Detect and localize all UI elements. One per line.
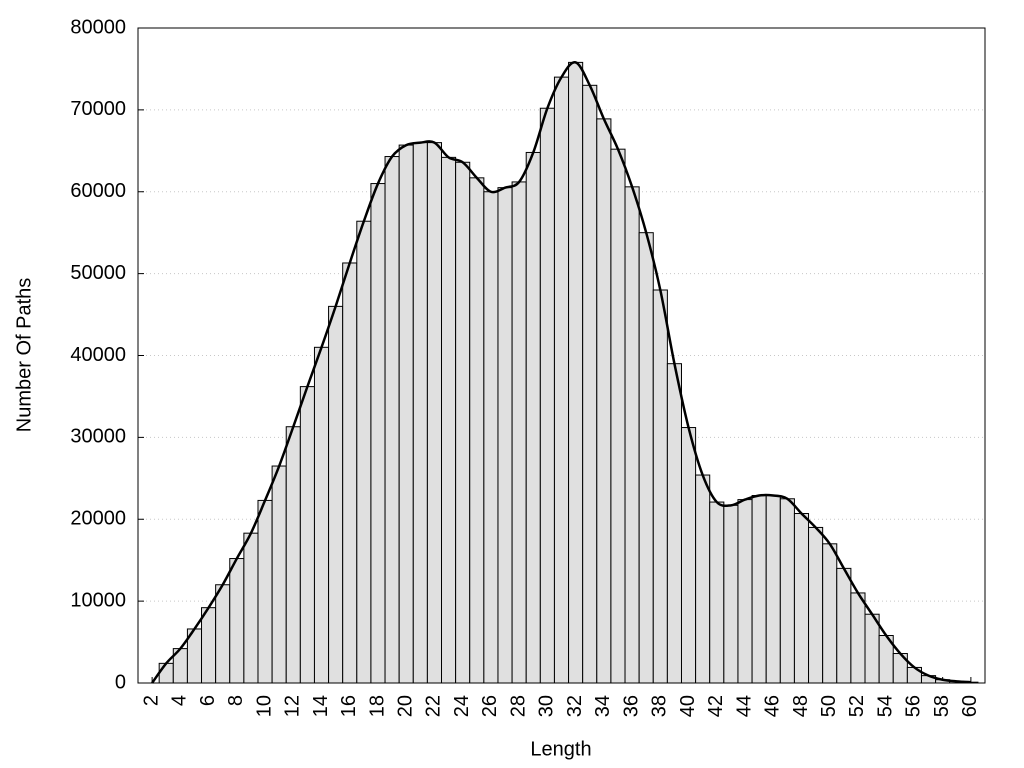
bar: [313, 346, 330, 684]
y-axis-title: Number Of Paths: [13, 278, 35, 433]
bar: [243, 532, 259, 684]
bar: [469, 177, 485, 684]
y-tick-label: 20000: [70, 508, 126, 530]
x-tick-label: 34: [592, 695, 614, 717]
x-tick-label: 28: [507, 695, 529, 717]
bar: [257, 499, 273, 684]
bar: [680, 427, 697, 684]
bar: [271, 465, 287, 684]
bar: [398, 144, 414, 684]
x-tick-label: 40: [677, 695, 699, 717]
x-tick-label: 12: [282, 695, 304, 717]
bar: [229, 558, 245, 684]
bar: [342, 262, 358, 684]
y-tick-label: 50000: [70, 262, 126, 284]
x-tick-label: 20: [394, 695, 416, 717]
x-tick-label: 56: [903, 695, 925, 717]
bar: [723, 504, 739, 684]
bar: [864, 613, 880, 684]
bar: [370, 183, 386, 684]
y-tick-label: 80000: [70, 16, 126, 38]
bar: [483, 191, 499, 684]
bar: [285, 426, 301, 684]
bar: [158, 662, 174, 684]
x-tick-label: 58: [931, 695, 953, 717]
bar: [765, 495, 781, 684]
bar: [666, 363, 682, 684]
bar: [441, 156, 457, 684]
bar: [652, 289, 668, 684]
bar: [328, 305, 344, 684]
x-tick-label: 44: [733, 695, 755, 717]
y-tick-label: 10000: [70, 589, 126, 611]
bar: [384, 156, 400, 684]
bar: [596, 118, 612, 684]
y-tick-label: 0: [115, 671, 126, 693]
smooth-line: [151, 61, 971, 684]
x-tick-label: 30: [536, 695, 558, 717]
bar: [836, 567, 852, 684]
bar: [737, 499, 753, 684]
x-tick-label: 22: [423, 695, 445, 717]
bar: [568, 61, 584, 684]
x-tick-label: 46: [762, 695, 784, 717]
bar: [539, 107, 555, 684]
x-tick-label: 14: [310, 695, 332, 717]
x-tick-label: 10: [253, 695, 275, 717]
bar: [299, 386, 315, 684]
x-tick-label: 16: [338, 695, 360, 717]
bar: [582, 84, 598, 684]
bar: [793, 513, 810, 684]
y-tick-label: 60000: [70, 180, 126, 202]
bar: [553, 76, 570, 684]
bar: [808, 526, 824, 684]
bar: [201, 607, 217, 684]
bar: [525, 151, 541, 684]
bar: [751, 495, 767, 684]
bar: [455, 161, 471, 684]
y-tick-label: 30000: [70, 426, 126, 448]
x-tick-label: 8: [225, 695, 247, 706]
bar: [850, 592, 866, 684]
bar: [356, 220, 372, 684]
bar: [638, 232, 654, 684]
bar: [215, 584, 231, 684]
x-tick-label: 36: [620, 695, 642, 717]
bar: [497, 187, 513, 684]
bar: [624, 186, 640, 684]
x-tick-label: 2: [140, 695, 162, 706]
bar: [412, 142, 428, 684]
x-tick-label: 6: [197, 695, 219, 706]
bar: [695, 474, 711, 684]
x-tick-label: 26: [479, 695, 501, 717]
x-tick-label: 50: [818, 695, 840, 717]
x-tick-label: 24: [451, 695, 473, 717]
x-tick-label: 18: [366, 695, 388, 717]
bar: [511, 181, 527, 684]
y-tick-label: 40000: [70, 344, 126, 366]
x-tick-label: 60: [959, 695, 981, 717]
bar: [709, 501, 725, 684]
bar: [426, 142, 443, 684]
x-tick-label: 48: [790, 695, 812, 717]
x-tick-label: 32: [564, 695, 586, 717]
x-tick-label: 54: [874, 695, 896, 717]
bar: [610, 148, 626, 684]
bar: [822, 543, 838, 684]
x-tick-label: 4: [169, 695, 191, 706]
x-tick-label: 42: [705, 695, 727, 717]
y-tick-label: 70000: [70, 98, 126, 120]
x-tick-label: 52: [846, 695, 868, 717]
plot-frame: [137, 27, 986, 684]
bar: [779, 498, 795, 684]
x-tick-label: 38: [649, 695, 671, 717]
x-axis-title: Length: [530, 738, 591, 760]
